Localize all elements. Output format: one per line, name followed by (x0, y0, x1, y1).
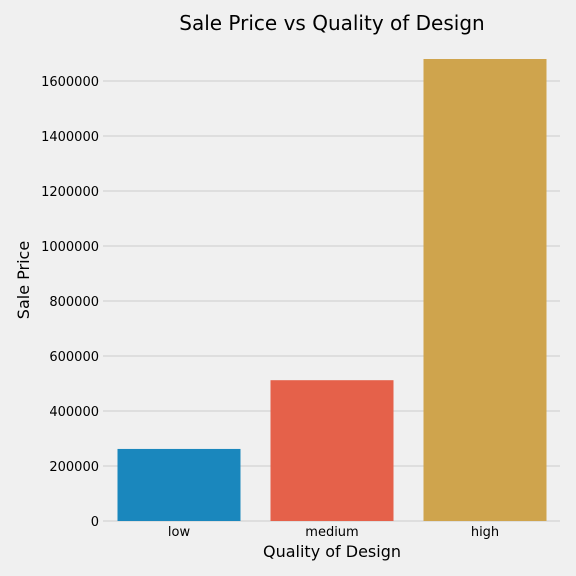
y-tick-label: 600000 (49, 350, 99, 365)
bar-medium (270, 380, 394, 521)
x-tick-label: medium (305, 525, 358, 540)
bars (117, 59, 547, 521)
y-tick-label: 1000000 (41, 240, 99, 255)
chart-title: Sale Price vs Quality of Design (179, 11, 484, 35)
x-tick-label: low (168, 525, 191, 540)
y-tick-label: 1400000 (41, 130, 99, 145)
y-tick-label: 400000 (49, 405, 99, 420)
y-axis-label: Sale Price (14, 241, 33, 319)
y-axis-ticks: 0 200000 400000 600000 800000 1000000 1200000 1… (41, 75, 99, 530)
bar-low (117, 448, 241, 521)
y-tick-label: 200000 (49, 460, 99, 475)
x-axis-ticks: low medium high (168, 525, 499, 540)
y-tick-label: 1200000 (41, 185, 99, 200)
y-tick-label: 800000 (49, 295, 99, 310)
y-tick-label: 1600000 (41, 75, 99, 90)
y-tick-label: 0 (91, 515, 99, 530)
bar-high (423, 59, 547, 521)
x-axis-label: Quality of Design (263, 542, 401, 561)
x-tick-label: high (471, 525, 499, 540)
